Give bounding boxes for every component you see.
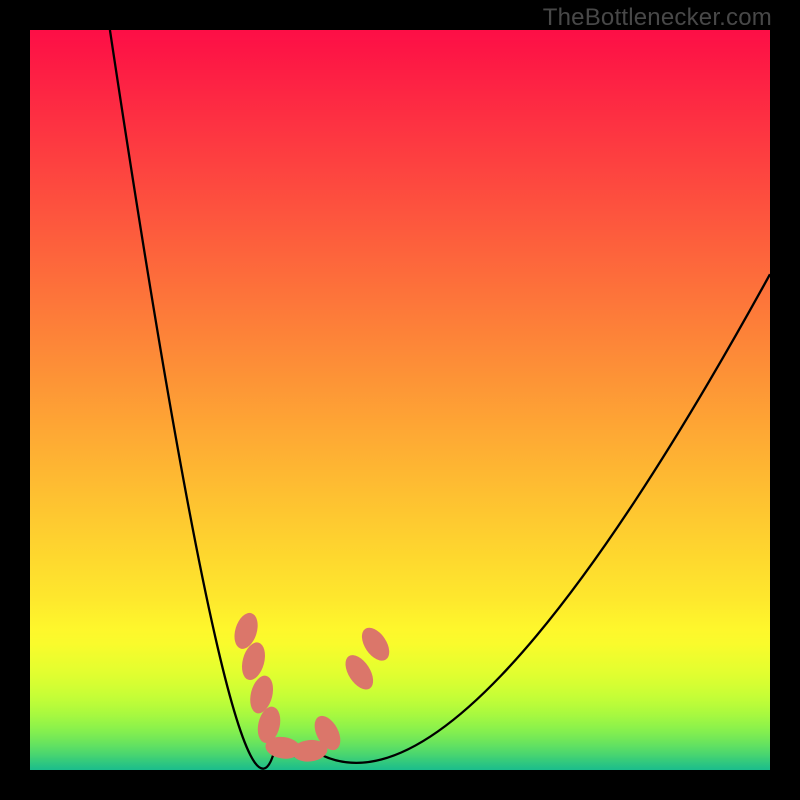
bottleneck-curve [30,30,770,770]
curve-right [315,274,770,763]
watermark-text: TheBottlenecker.com [543,4,772,32]
curve-group [110,30,770,769]
plot-area [30,30,770,770]
bead-marker [356,623,394,666]
chart-frame [30,30,770,770]
stage: TheBottlenecker.com [0,0,800,800]
bead-group [230,610,394,763]
